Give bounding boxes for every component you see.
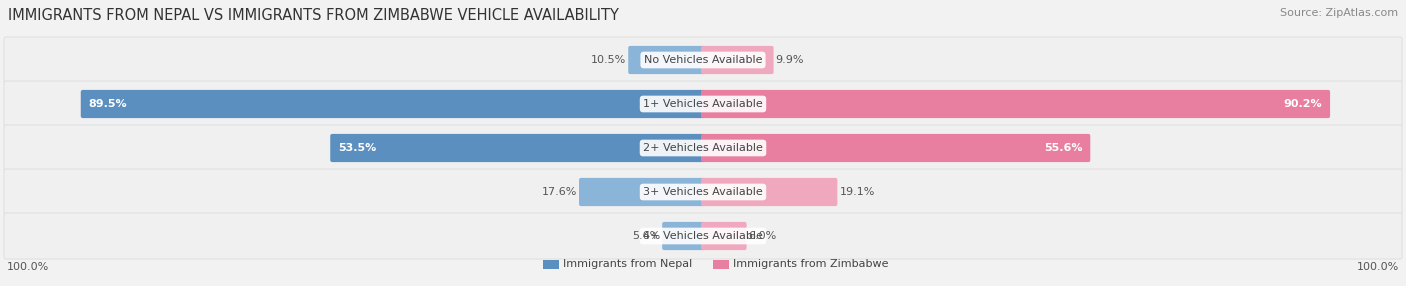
Text: 1+ Vehicles Available: 1+ Vehicles Available [643, 99, 763, 109]
Text: 4+ Vehicles Available: 4+ Vehicles Available [643, 231, 763, 241]
Text: Immigrants from Nepal: Immigrants from Nepal [562, 259, 692, 269]
Text: IMMIGRANTS FROM NEPAL VS IMMIGRANTS FROM ZIMBABWE VEHICLE AVAILABILITY: IMMIGRANTS FROM NEPAL VS IMMIGRANTS FROM… [8, 8, 619, 23]
FancyBboxPatch shape [80, 90, 704, 118]
FancyBboxPatch shape [543, 259, 560, 269]
Text: 53.5%: 53.5% [339, 143, 377, 153]
FancyBboxPatch shape [579, 178, 704, 206]
Text: Source: ZipAtlas.com: Source: ZipAtlas.com [1279, 8, 1398, 18]
Text: No Vehicles Available: No Vehicles Available [644, 55, 762, 65]
Text: 100.0%: 100.0% [7, 262, 49, 272]
Text: 89.5%: 89.5% [89, 99, 128, 109]
FancyBboxPatch shape [713, 259, 728, 269]
Text: 17.6%: 17.6% [541, 187, 576, 197]
Text: 6.0%: 6.0% [748, 231, 778, 241]
Text: 19.1%: 19.1% [839, 187, 875, 197]
FancyBboxPatch shape [702, 178, 838, 206]
Text: 2+ Vehicles Available: 2+ Vehicles Available [643, 143, 763, 153]
Text: 55.6%: 55.6% [1043, 143, 1083, 153]
FancyBboxPatch shape [4, 169, 1402, 215]
Text: 100.0%: 100.0% [1357, 262, 1399, 272]
Text: 10.5%: 10.5% [591, 55, 626, 65]
FancyBboxPatch shape [702, 90, 1330, 118]
FancyBboxPatch shape [662, 222, 704, 250]
Text: 3+ Vehicles Available: 3+ Vehicles Available [643, 187, 763, 197]
FancyBboxPatch shape [702, 134, 1090, 162]
FancyBboxPatch shape [4, 125, 1402, 171]
FancyBboxPatch shape [4, 81, 1402, 127]
Text: 5.6%: 5.6% [631, 231, 661, 241]
FancyBboxPatch shape [702, 46, 773, 74]
FancyBboxPatch shape [702, 222, 747, 250]
FancyBboxPatch shape [628, 46, 704, 74]
Text: 90.2%: 90.2% [1284, 99, 1322, 109]
Text: 9.9%: 9.9% [776, 55, 804, 65]
FancyBboxPatch shape [4, 213, 1402, 259]
FancyBboxPatch shape [330, 134, 704, 162]
FancyBboxPatch shape [4, 37, 1402, 83]
Text: Immigrants from Zimbabwe: Immigrants from Zimbabwe [733, 259, 889, 269]
